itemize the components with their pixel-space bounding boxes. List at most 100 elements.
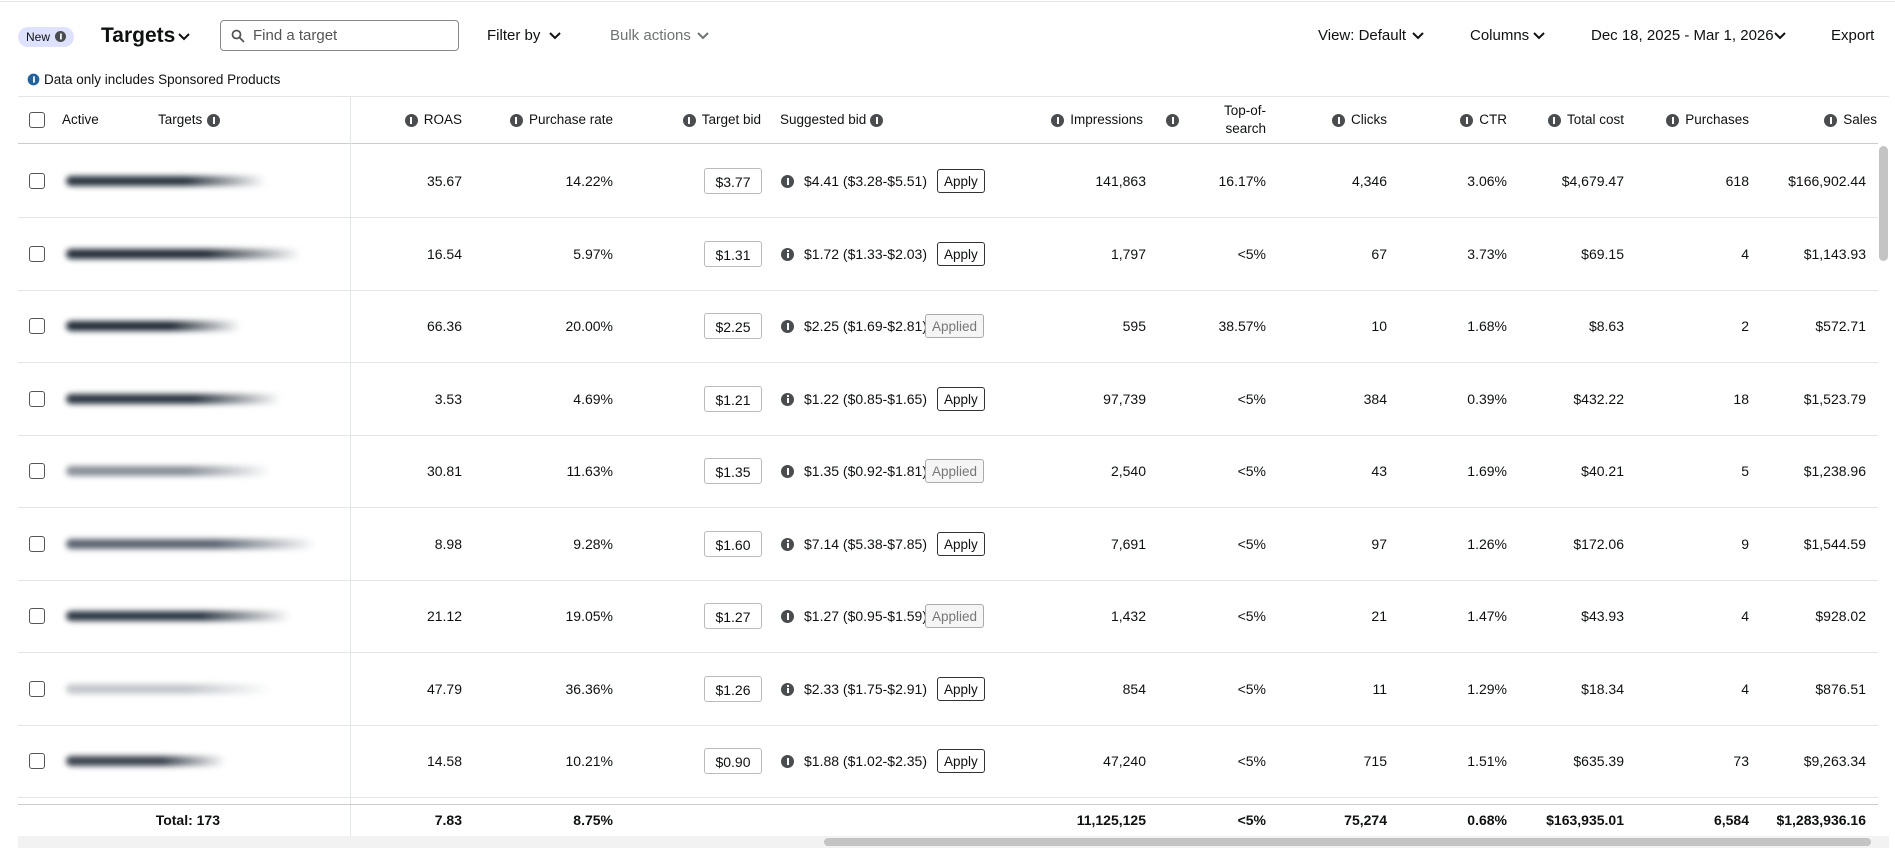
row-border — [18, 724, 1878, 726]
info-icon — [781, 755, 794, 768]
cell: $8.63 — [1588, 318, 1624, 334]
bulk-actions-button[interactable]: Bulk actions — [610, 27, 691, 44]
apply-button[interactable]: Applied — [925, 314, 985, 338]
checkbox[interactable] — [29, 390, 45, 407]
column-header: CTR — [1479, 112, 1507, 127]
apply-button[interactable]: Applied — [925, 459, 985, 483]
info-icon — [1547, 114, 1561, 127]
cell: 2 — [1741, 318, 1749, 334]
cell: 595 — [1122, 318, 1146, 334]
filter-button[interactable]: Filter by — [487, 27, 541, 44]
checkbox[interactable] — [29, 535, 45, 552]
apply-button[interactable]: Apply — [937, 531, 985, 556]
cell: 20.00% — [565, 318, 613, 334]
info-icon — [54, 30, 67, 43]
info-icon — [781, 537, 794, 551]
cell: 73 — [1733, 753, 1749, 769]
cell: $4,679.47 — [1561, 173, 1624, 189]
data-note: Data only includes Sponsored Products — [44, 72, 281, 87]
column-header: Purchases — [1685, 112, 1749, 127]
cell: 2,540 — [1110, 463, 1146, 479]
row-border — [18, 652, 1878, 653]
cell: $928.02 — [1815, 608, 1866, 624]
info-icon — [781, 320, 794, 333]
cell: 47.79 — [426, 680, 462, 697]
cell: 16.54 — [426, 245, 462, 262]
blurred-target — [66, 321, 241, 331]
total-cell: $163,935.01 — [1546, 812, 1624, 828]
apply-button[interactable]: Apply — [937, 241, 985, 266]
info-icon — [781, 682, 794, 696]
checkbox[interactable] — [29, 318, 45, 334]
target-bid-input[interactable]: $1.35 — [704, 458, 762, 484]
cell: $1,143.93 — [1803, 245, 1866, 262]
suggested-bid: $4.41 ($3.28-$5.51) — [804, 173, 927, 189]
top-border — [0, 1, 1895, 2]
info-icon — [682, 114, 696, 127]
search-box[interactable] — [220, 20, 459, 51]
checkbox[interactable] — [29, 753, 45, 769]
cell: 141,863 — [1095, 173, 1146, 189]
blurred-target — [66, 683, 271, 694]
info-icon — [781, 610, 794, 623]
column-header: Targets — [158, 112, 203, 127]
checkbox[interactable] — [29, 173, 45, 189]
horizontal-scrollbar[interactable] — [824, 838, 1871, 846]
checkbox[interactable] — [29, 112, 45, 128]
suggested-bid: $1.35 ($0.92-$1.81) — [804, 463, 927, 479]
apply-button[interactable]: Apply — [937, 169, 985, 193]
target-bid-input[interactable]: $1.60 — [704, 530, 762, 557]
cell: 5 — [1741, 463, 1749, 479]
cell: 4.69% — [573, 390, 613, 407]
apply-button[interactable]: Apply — [937, 749, 985, 773]
cell: <5% — [1237, 463, 1266, 479]
view-button[interactable]: View: Default — [1318, 27, 1407, 44]
cell: 1.29% — [1467, 680, 1507, 697]
target-bid-input[interactable]: $1.27 — [704, 603, 762, 629]
checkbox[interactable] — [29, 680, 45, 697]
blurred-target — [66, 538, 316, 549]
columns-button[interactable]: Columns — [1470, 27, 1530, 44]
cell: 7,691 — [1110, 535, 1146, 552]
target-bid-input[interactable]: $1.26 — [704, 675, 762, 702]
cell: 9 — [1741, 535, 1749, 552]
cell: 618 — [1725, 173, 1749, 189]
total-cell: 11,125,125 — [1076, 812, 1146, 828]
info-icon — [1166, 114, 1179, 127]
target-bid-input[interactable]: $1.31 — [704, 240, 762, 267]
cell: 19.05% — [565, 608, 613, 624]
cell: 11 — [1372, 680, 1387, 697]
cell: 16.17% — [1218, 173, 1266, 189]
info-icon — [207, 114, 220, 127]
cell: $1,544.59 — [1803, 535, 1866, 552]
target-bid-input[interactable]: $3.77 — [704, 168, 762, 194]
target-bid-input[interactable]: $2.25 — [704, 313, 762, 339]
cell: $40.21 — [1581, 463, 1624, 479]
apply-button[interactable]: Apply — [937, 386, 985, 411]
cell: 4 — [1741, 245, 1749, 262]
export-button[interactable]: Export — [1831, 27, 1875, 44]
cell: 1.51% — [1467, 753, 1507, 769]
apply-button[interactable]: Apply — [937, 676, 985, 701]
cell: $1,238.96 — [1803, 463, 1866, 479]
cell: 14.58 — [426, 753, 462, 769]
target-bid-input[interactable]: $1.21 — [704, 385, 762, 412]
apply-button[interactable]: Applied — [925, 604, 985, 628]
cell: 18 — [1733, 390, 1749, 407]
vertical-scrollbar[interactable] — [1879, 146, 1888, 261]
cell: 10.21% — [565, 753, 613, 769]
cell: 8.98 — [434, 535, 462, 552]
page-title[interactable]: Targets — [101, 24, 176, 47]
checkbox[interactable] — [29, 245, 45, 262]
row-border — [18, 434, 1878, 436]
info-icon — [781, 175, 794, 188]
checkbox[interactable] — [29, 608, 45, 624]
cell: $69.15 — [1581, 245, 1624, 262]
cell: <5% — [1237, 680, 1266, 697]
chevron — [178, 33, 190, 41]
suggested-bid: $1.27 ($0.95-$1.59) — [804, 608, 927, 624]
cell: 384 — [1363, 390, 1387, 407]
checkbox[interactable] — [29, 463, 45, 479]
target-bid-input[interactable]: $0.90 — [704, 748, 762, 774]
date-range-button[interactable]: Dec 18, 2025 - Mar 1, 2026 — [1591, 27, 1774, 44]
